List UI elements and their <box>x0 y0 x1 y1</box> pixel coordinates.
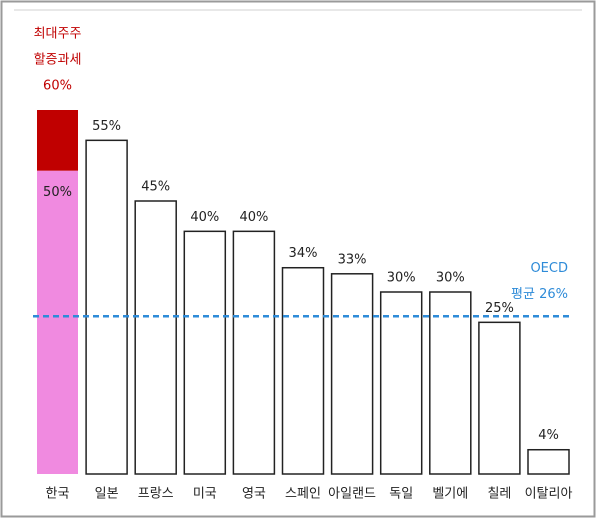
x-tick-label: 한국 <box>46 487 70 502</box>
x-tick-label: 프랑스 <box>138 487 174 502</box>
bar <box>232 230 276 475</box>
x-tick-label: 이탈리아 <box>525 487 573 502</box>
value-label: 34% <box>289 246 318 261</box>
value-label: 30% <box>387 271 416 286</box>
bar <box>478 321 521 475</box>
value-label: 40% <box>239 210 268 225</box>
annotation: 60% <box>43 79 72 94</box>
value-label: 33% <box>338 252 367 267</box>
x-tick-label: 영국 <box>242 487 266 502</box>
bar <box>134 200 177 475</box>
bar <box>281 266 325 475</box>
bar <box>429 291 472 475</box>
value-label: 45% <box>141 180 170 195</box>
x-tick-label: 독일 <box>389 487 413 502</box>
x-tick-label: 일본 <box>95 487 119 502</box>
x-tick-label: 아일랜드 <box>328 487 376 502</box>
value-label: 25% <box>485 301 514 316</box>
annotation: 최대주주 <box>34 27 82 42</box>
reference-label: OECD <box>530 261 568 276</box>
bar <box>85 139 128 475</box>
bar <box>527 448 570 475</box>
surcharge-bar <box>37 110 78 171</box>
x-tick-label: 벨기에 <box>432 487 468 502</box>
value-label: 30% <box>436 271 465 286</box>
value-label: 55% <box>92 119 121 134</box>
value-label: 40% <box>190 210 219 225</box>
value-label: 4% <box>538 428 559 443</box>
bar <box>379 291 423 475</box>
bar <box>37 170 78 474</box>
bar <box>330 273 374 475</box>
x-tick-label: 칠레 <box>487 487 511 502</box>
x-tick-label: 미국 <box>193 487 217 502</box>
value-label: 50% <box>43 185 72 200</box>
bar <box>183 230 227 475</box>
reference-label: 평균 26% <box>511 287 568 302</box>
x-tick-label: 스페인 <box>285 487 321 502</box>
annotation: 할증과세 <box>34 53 82 68</box>
